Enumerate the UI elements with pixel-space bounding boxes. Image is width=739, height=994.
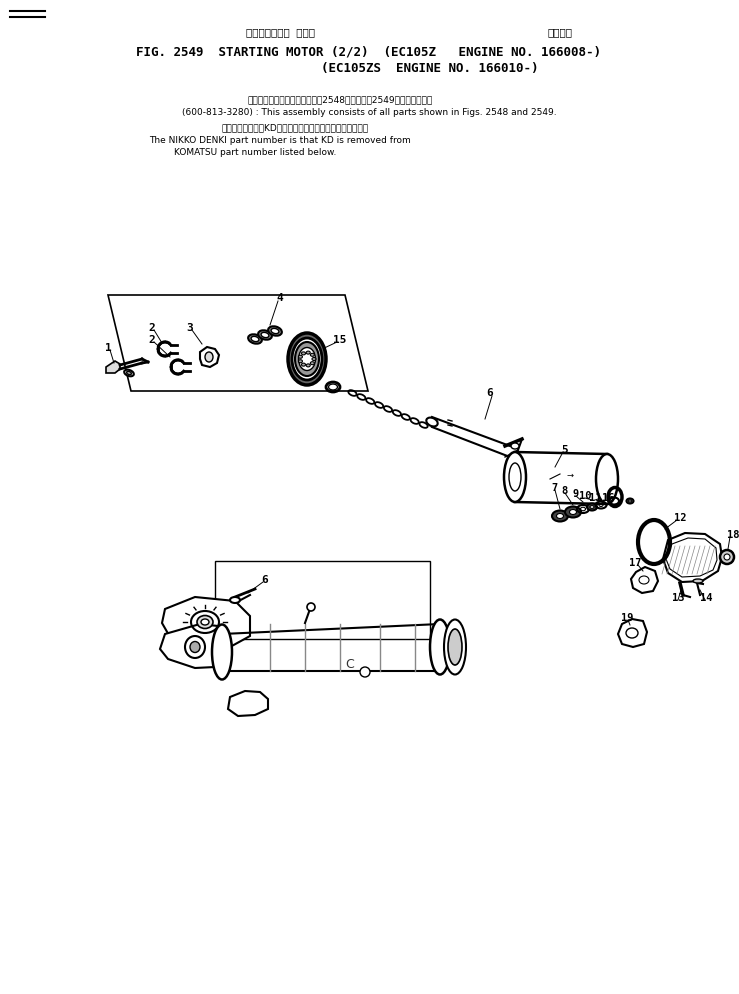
Ellipse shape (570, 510, 576, 515)
Text: 10: 10 (579, 490, 591, 501)
Ellipse shape (288, 334, 326, 386)
Ellipse shape (205, 353, 213, 363)
Ellipse shape (248, 335, 262, 344)
Ellipse shape (302, 353, 305, 356)
Ellipse shape (306, 365, 310, 368)
Ellipse shape (230, 597, 240, 603)
Ellipse shape (201, 619, 209, 625)
Text: 2: 2 (149, 323, 155, 333)
Text: 4: 4 (276, 292, 283, 303)
Text: FIG. 2549  STARTING MOTOR (2/2)  (EC105Z   ENGINE NO. 166008-): FIG. 2549 STARTING MOTOR (2/2) (EC105Z E… (137, 46, 602, 59)
Ellipse shape (565, 507, 581, 518)
Text: 8: 8 (562, 485, 568, 495)
Polygon shape (162, 597, 250, 648)
Text: 15: 15 (333, 335, 347, 345)
Polygon shape (618, 619, 647, 647)
Ellipse shape (310, 363, 314, 366)
Ellipse shape (587, 504, 597, 511)
Text: 16: 16 (602, 492, 614, 503)
Text: 11: 11 (589, 492, 602, 503)
Text: 通用号機: 通用号機 (548, 27, 573, 37)
Ellipse shape (552, 511, 568, 522)
Text: 7: 7 (552, 482, 558, 492)
Text: 6: 6 (262, 575, 268, 584)
Polygon shape (631, 568, 658, 593)
Text: スターティング  モータ: スターティング モータ (245, 27, 315, 37)
Ellipse shape (299, 348, 316, 371)
Text: 2: 2 (149, 335, 155, 345)
Ellipse shape (312, 358, 316, 361)
Text: 13: 13 (672, 592, 684, 602)
Circle shape (724, 555, 730, 561)
Ellipse shape (511, 443, 519, 449)
Text: KOMATSU part number listed below.: KOMATSU part number listed below. (174, 148, 336, 157)
Ellipse shape (693, 580, 703, 583)
Polygon shape (663, 534, 722, 582)
Ellipse shape (295, 343, 319, 377)
Text: 5: 5 (562, 444, 568, 454)
Ellipse shape (596, 454, 618, 505)
Ellipse shape (590, 506, 594, 509)
Text: The NIKKO DENKI part number is that KD is removed from: The NIKKO DENKI part number is that KD i… (149, 136, 411, 145)
Polygon shape (228, 691, 268, 717)
Text: このアセンブリの構成部品は図2548図および図2549図を含みます。: このアセンブリの構成部品は図2548図および図2549図を含みます。 (248, 95, 432, 104)
Circle shape (360, 667, 370, 677)
Text: C: C (346, 658, 355, 671)
Ellipse shape (448, 629, 462, 665)
Ellipse shape (197, 616, 213, 629)
Circle shape (720, 551, 734, 565)
Ellipse shape (126, 372, 132, 376)
Text: 6: 6 (486, 388, 494, 398)
Text: 14: 14 (700, 592, 712, 602)
Ellipse shape (258, 331, 272, 340)
Polygon shape (200, 348, 219, 368)
Ellipse shape (306, 352, 310, 355)
Ellipse shape (310, 354, 314, 357)
Text: (EC105ZS  ENGINE NO. 166010-): (EC105ZS ENGINE NO. 166010-) (321, 63, 539, 76)
Polygon shape (160, 624, 230, 668)
Ellipse shape (299, 356, 302, 359)
Ellipse shape (261, 333, 269, 338)
Ellipse shape (444, 620, 466, 675)
Text: 3: 3 (187, 323, 194, 333)
Ellipse shape (504, 452, 526, 503)
Ellipse shape (627, 499, 633, 504)
Ellipse shape (271, 329, 279, 334)
Ellipse shape (268, 327, 282, 336)
Ellipse shape (426, 418, 437, 427)
Text: 9: 9 (573, 488, 579, 499)
Ellipse shape (292, 339, 322, 381)
Ellipse shape (556, 514, 564, 519)
Text: 1: 1 (105, 343, 112, 353)
Ellipse shape (124, 371, 134, 377)
Ellipse shape (299, 361, 302, 364)
Ellipse shape (628, 501, 632, 503)
Text: →: → (567, 470, 573, 479)
Circle shape (307, 603, 315, 611)
Text: 12: 12 (674, 513, 687, 523)
Ellipse shape (302, 364, 305, 367)
Ellipse shape (212, 625, 232, 680)
Text: 品番のメーカ記号KDを除いたものが日興電機の品番です。: 品番のメーカ記号KDを除いたものが日興電機の品番です。 (222, 123, 369, 132)
Ellipse shape (251, 337, 259, 342)
Text: (600-813-3280) : This assembly consists of all parts shown in Figs. 2548 and 254: (600-813-3280) : This assembly consists … (182, 108, 556, 117)
Text: 18: 18 (726, 530, 739, 540)
Text: 19: 19 (621, 612, 633, 622)
Ellipse shape (430, 620, 450, 675)
Text: 17: 17 (629, 558, 641, 568)
Ellipse shape (190, 642, 200, 653)
Polygon shape (106, 362, 120, 374)
